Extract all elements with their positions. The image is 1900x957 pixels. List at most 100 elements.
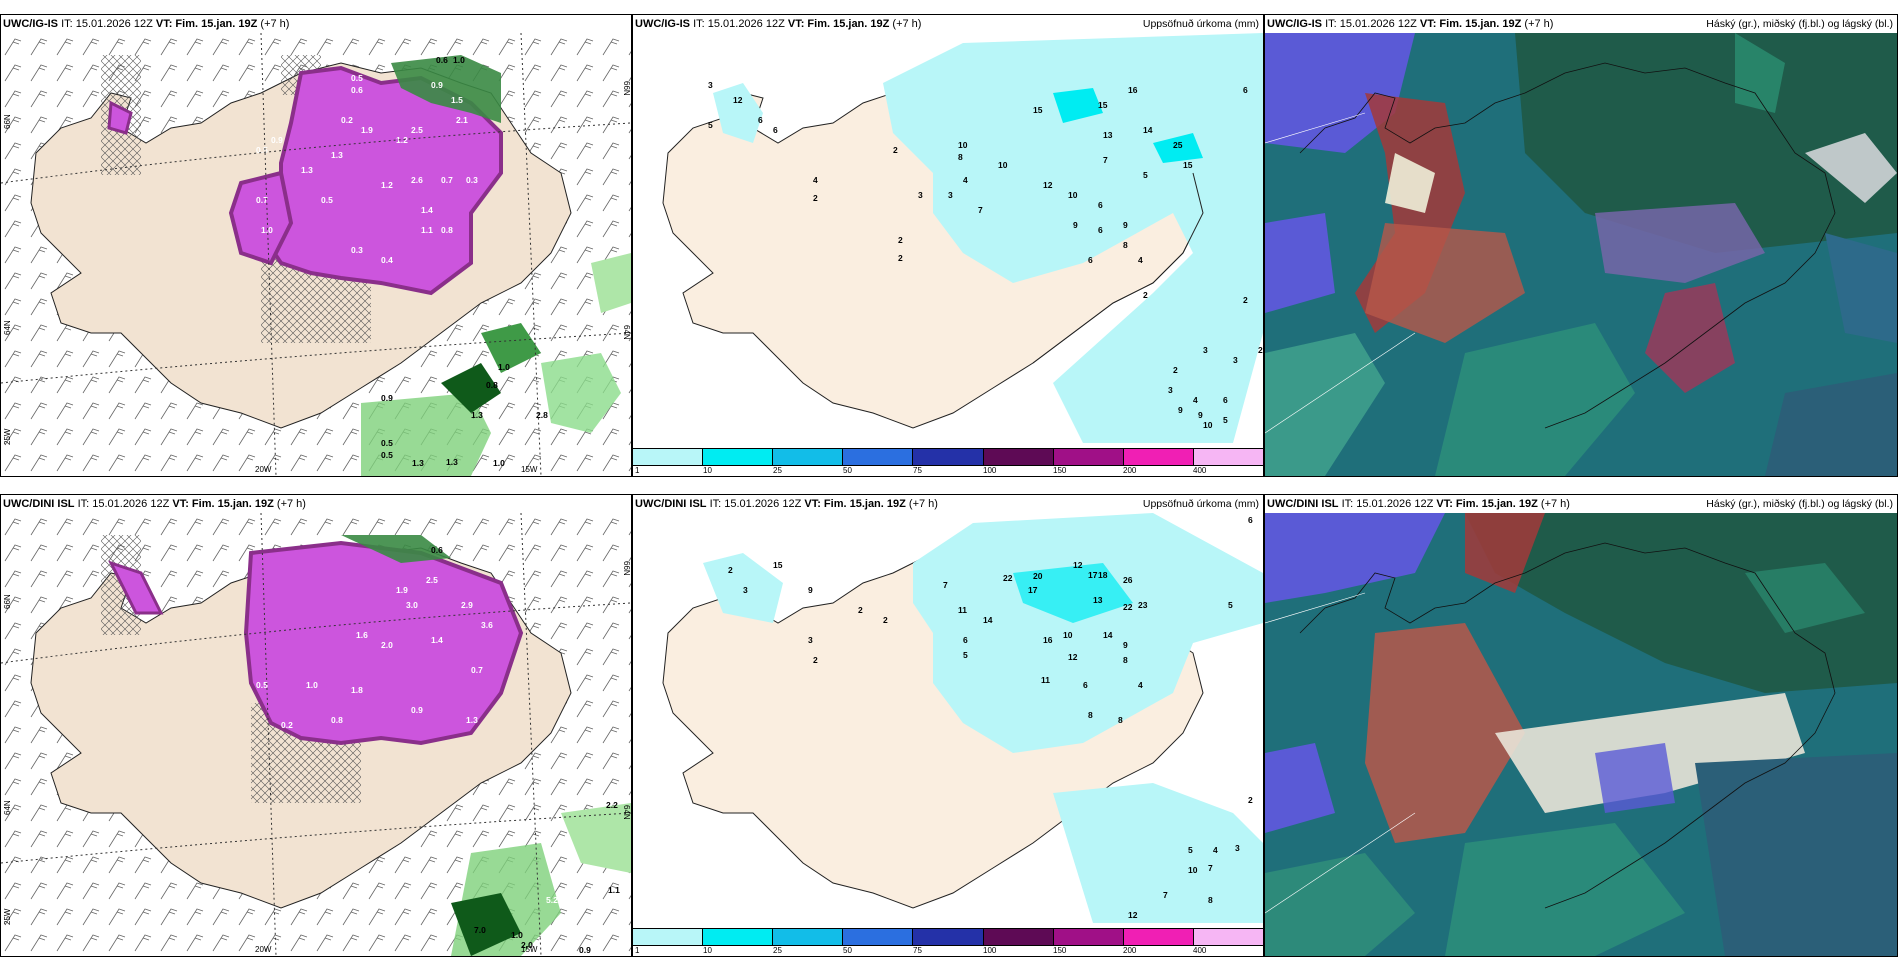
colorbar-swatch [843,449,914,465]
svg-text:1.8: 1.8 [351,685,363,695]
svg-text:15: 15 [773,560,783,570]
svg-text:4: 4 [963,175,968,185]
svg-text:0.3: 0.3 [466,175,478,185]
colorbar-labels: 1 10 25 50 75 100 150 200 400 [635,466,1207,475]
svg-text:0.4: 0.4 [381,255,393,265]
lat-label: 64N [622,325,631,340]
panel-title: UWC/DINI ISL IT: 15.01.2026 12Z VT: Fim.… [1267,498,1570,510]
colorbar-swatch [703,449,774,465]
svg-text:15: 15 [1183,160,1193,170]
svg-text:3.6: 3.6 [481,620,493,630]
svg-text:2.9: 2.9 [461,600,473,610]
svg-text:0.3: 0.3 [351,245,363,255]
svg-text:6: 6 [963,635,968,645]
svg-text:9: 9 [1198,410,1203,420]
svg-text:10: 10 [1068,190,1078,200]
svg-text:7: 7 [1103,155,1108,165]
svg-text:8: 8 [1208,895,1213,905]
svg-text:5: 5 [708,120,713,130]
cloud-map-top[interactable] [1265,33,1897,476]
colorbar-swatch [1123,449,1194,465]
precip-map-top[interactable]: 3 12 5 6 6 4 2 2 3 2 2 15 10 8 10 4 3 7 … [633,33,1263,443]
lat-label: 64N [3,800,12,815]
svg-text:0.2: 0.2 [341,115,353,125]
svg-text:11: 11 [958,605,967,615]
lat-label: 66N [622,81,631,96]
lon-label: 15W [521,465,538,474]
colorbar-swatch [633,929,704,945]
svg-text:4: 4 [1193,395,1198,405]
svg-text:0.9: 0.9 [411,705,423,715]
svg-text:1.0: 1.0 [493,458,505,468]
lon-label: 25W [3,908,12,925]
svg-text:25: 25 [1173,140,1183,150]
svg-text:15: 15 [1098,100,1108,110]
svg-text:0.6: 0.6 [431,545,443,555]
svg-text:4: 4 [813,175,818,185]
svg-text:1.1: 1.1 [608,885,620,895]
svg-text:6: 6 [1248,515,1253,525]
svg-text:5: 5 [1228,600,1233,610]
svg-text:22: 22 [1123,602,1133,612]
colorbar-swatch [1053,449,1124,465]
svg-text:11: 11 [1041,675,1050,685]
snow-map-top[interactable]: 0.6 1.0 0.5 0.6 0.9 1.5 2.5 1.2 0.2 1.9 … [1,33,631,476]
colorbar-swatch [773,929,844,945]
snow-values: 0.6 1.0 0.5 0.6 0.9 1.5 2.5 1.2 0.2 1.9 … [256,55,548,468]
svg-text:9: 9 [1178,405,1183,415]
panel-cloud-top: UWC/IG-IS IT: 15.01.2026 12Z VT: Fim. 15… [1264,14,1898,477]
svg-text:1.1: 1.1 [421,225,433,235]
lat-label: 66N [622,561,631,576]
svg-text:6: 6 [758,115,763,125]
snow-map-bottom[interactable]: 0.6 1.9 2.5 3.0 2.9 1.4 0.7 1.6 2.0 1.0 … [1,513,631,956]
svg-text:0.9: 0.9 [431,80,443,90]
svg-text:1.0: 1.0 [306,680,318,690]
svg-text:1.2: 1.2 [396,135,408,145]
svg-text:1.3: 1.3 [301,165,313,175]
colorbar-swatch [913,449,984,465]
svg-text:2: 2 [898,235,903,245]
colorbar-swatch [1193,449,1263,465]
svg-text:2: 2 [883,615,888,625]
svg-text:1.0: 1.0 [511,930,523,940]
svg-text:7: 7 [1208,863,1213,873]
colorbar-swatch [983,929,1054,945]
svg-text:2: 2 [858,605,863,615]
cloud-map-bottom[interactable] [1265,513,1897,956]
svg-text:4: 4 [1213,845,1218,855]
precip-map-bottom[interactable]: 2 3 15 9 3 2 2 2 7 11 22 20 17 14 12 17 … [633,513,1263,923]
svg-text:5.2: 5.2 [546,895,558,905]
precip-title: Uppsöfnuð úrkoma (mm) [1142,18,1259,30]
svg-text:14: 14 [983,615,993,625]
svg-text:16: 16 [1043,635,1053,645]
svg-text:4: 4 [1138,680,1143,690]
svg-text:0.8: 0.8 [441,225,453,235]
svg-text:1.5: 1.5 [451,95,463,105]
svg-text:1.3: 1.3 [446,457,458,467]
svg-text:3.0: 3.0 [406,600,418,610]
svg-text:2: 2 [1248,795,1253,805]
colorbar [633,928,1263,946]
svg-text:20: 20 [1033,571,1043,581]
svg-text:2: 2 [813,193,818,203]
svg-text:8: 8 [1123,240,1128,250]
svg-text:6: 6 [1243,85,1248,95]
svg-text:1.3: 1.3 [412,458,424,468]
svg-text:0.8: 0.8 [486,380,498,390]
colorbar-swatch [1193,929,1263,945]
svg-text:9: 9 [808,585,813,595]
lon-label: 25W [3,428,12,445]
svg-text:2.6: 2.6 [411,175,423,185]
svg-text:8: 8 [1118,715,1123,725]
svg-text:3: 3 [1203,345,1208,355]
svg-text:13: 13 [1093,595,1103,605]
svg-text:0.7: 0.7 [441,175,453,185]
colorbar-swatch [1123,929,1194,945]
svg-text:6: 6 [1223,395,1228,405]
svg-text:0.5: 0.5 [321,195,333,205]
lat-label: 64N [3,320,12,335]
cloud-title: Háský (gr.), miðský (fj.bl.) og lágský (… [1706,498,1893,510]
svg-text:3: 3 [1233,355,1238,365]
svg-text:0.5: 0.5 [351,73,363,83]
svg-text:3: 3 [808,635,813,645]
